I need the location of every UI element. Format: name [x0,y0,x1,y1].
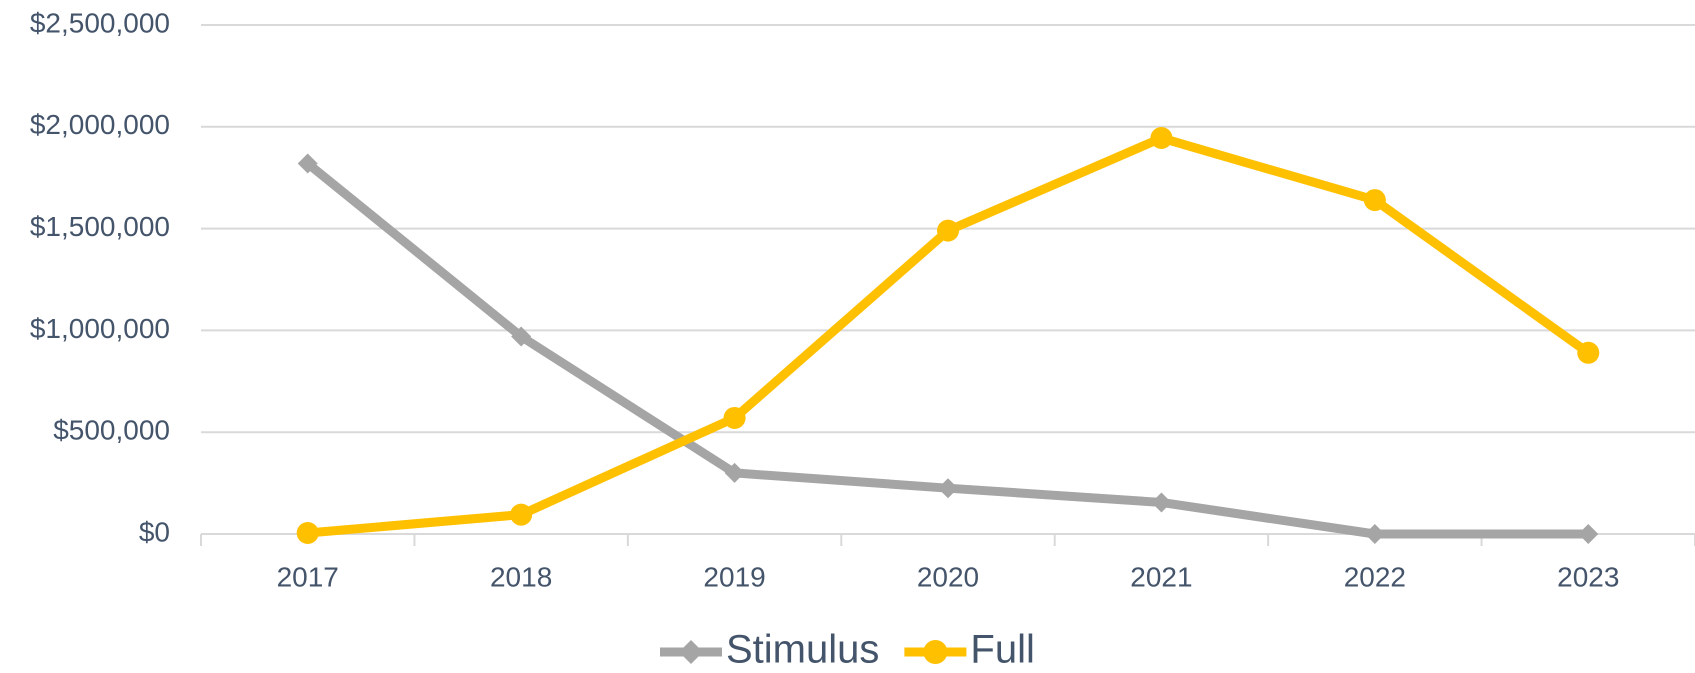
x-tick-label: 2021 [1130,561,1192,592]
x-tick-label: 2022 [1344,561,1406,592]
marker [1150,126,1173,149]
marker [923,640,948,664]
x-tick-label: 2017 [277,561,339,592]
marker [938,478,958,499]
y-tick-label: $500,000 [53,415,170,446]
marker [723,406,746,429]
legend-label: Stimulus [726,628,879,672]
marker [297,153,318,174]
y-tick-label: $1,000,000 [30,313,170,344]
x-tick-label: 2020 [917,561,979,592]
y-tick-label: $2,500,000 [30,7,170,38]
marker [1578,524,1599,544]
marker [1151,492,1172,513]
marker [1363,189,1386,212]
marker [937,219,959,242]
marker [296,521,319,544]
marker [724,462,745,483]
x-tick-label: 2019 [703,561,765,592]
y-tick-label: $1,500,000 [30,211,170,242]
line [307,133,1591,538]
marker [1364,524,1385,544]
marker [1577,341,1600,364]
marker [511,326,532,347]
y-tick-label: $2,000,000 [30,109,170,140]
y-tick-label: $0 [139,516,170,547]
x-tick-label: 2023 [1557,561,1619,592]
marker [510,503,533,526]
x-tick-label: 2018 [490,561,552,592]
legend-label: Full [970,628,1034,672]
marker [679,640,703,664]
